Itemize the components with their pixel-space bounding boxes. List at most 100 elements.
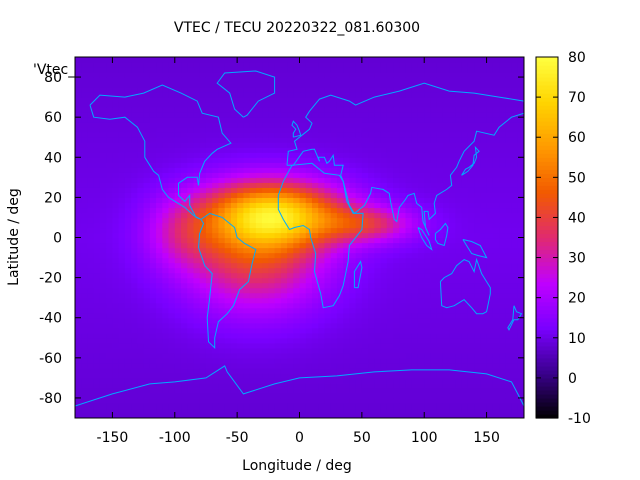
heatmap-cell [218, 252, 226, 259]
heatmap-cell [417, 362, 425, 369]
heatmap-cell [374, 147, 382, 153]
heatmap-cell [287, 87, 294, 93]
heatmap-cell [455, 262, 463, 269]
heatmap-cell [193, 362, 201, 369]
heatmap-cell [193, 157, 201, 163]
heatmap-cell [75, 72, 82, 78]
heatmap-cell [449, 92, 457, 98]
heatmap-cell [405, 107, 413, 113]
heatmap-cell [349, 152, 357, 158]
heatmap-cell [87, 402, 95, 409]
heatmap-cell [336, 302, 344, 309]
heatmap-cell [224, 277, 232, 284]
heatmap-cell [112, 332, 120, 339]
heatmap-cell [324, 267, 332, 274]
heatmap-cell [156, 122, 163, 128]
heatmap-cell [486, 367, 494, 374]
heatmap-cell [181, 337, 188, 344]
heatmap-cell [411, 137, 419, 143]
heatmap-cell [467, 337, 475, 344]
heatmap-cell [517, 377, 524, 384]
heatmap-cell [181, 372, 188, 379]
heatmap-cell [249, 397, 257, 404]
heatmap-cell [330, 337, 338, 344]
heatmap-cell [193, 327, 201, 334]
heatmap-cell [262, 107, 269, 113]
heatmap-cell [355, 302, 363, 309]
heatmap-cell [474, 317, 481, 324]
heatmap-cell [99, 182, 107, 188]
heatmap-cell [205, 402, 213, 409]
heatmap-cell [181, 412, 188, 418]
heatmap-cell [430, 377, 438, 384]
heatmap-cell [218, 172, 226, 178]
heatmap-cell [442, 127, 450, 133]
heatmap-cell [274, 182, 282, 188]
heatmap-cell [368, 167, 375, 173]
heatmap-cell [193, 197, 201, 203]
heatmap-cell [343, 332, 350, 339]
heatmap-cell [137, 202, 145, 209]
heatmap-cell [255, 347, 263, 354]
heatmap-cell [442, 302, 450, 309]
heatmap-cell [505, 232, 513, 239]
heatmap-cell [118, 247, 126, 254]
heatmap-cell [255, 212, 263, 219]
heatmap-cell [193, 112, 201, 118]
heatmap-cell [99, 332, 107, 339]
heatmap-cell [374, 167, 382, 173]
heatmap-cell [492, 257, 500, 264]
heatmap-cell [75, 147, 82, 153]
heatmap-cell [124, 107, 132, 113]
heatmap-cell [318, 377, 326, 384]
heatmap-cell [311, 227, 319, 234]
heatmap-cell [430, 327, 438, 334]
heatmap-cell [112, 122, 120, 128]
heatmap-cell [368, 277, 375, 284]
heatmap-cell [499, 112, 506, 118]
heatmap-cell [486, 312, 494, 319]
heatmap-cell [131, 312, 138, 319]
heatmap-cell [287, 397, 294, 404]
heatmap-cell [461, 102, 469, 108]
heatmap-cell [305, 247, 313, 254]
heatmap-cell [417, 117, 425, 123]
heatmap-cell [255, 207, 263, 214]
heatmap-cell [442, 77, 450, 83]
heatmap-cell [411, 342, 419, 349]
heatmap-cell [106, 132, 114, 138]
heatmap-cell [318, 177, 326, 183]
heatmap-cell [399, 352, 407, 359]
heatmap-cell [511, 242, 519, 249]
heatmap-cell [430, 287, 438, 294]
heatmap-cell [168, 182, 176, 188]
heatmap-cell [380, 412, 388, 418]
heatmap-cell [93, 107, 101, 113]
heatmap-cell [230, 67, 238, 73]
heatmap-cell [449, 377, 457, 384]
heatmap-cell [93, 267, 101, 274]
heatmap-cell [99, 387, 107, 394]
heatmap-cell [355, 252, 363, 259]
heatmap-cell [442, 197, 450, 203]
heatmap-cell [368, 197, 375, 203]
heatmap-cell [156, 277, 163, 284]
heatmap-cell [87, 162, 95, 168]
heatmap-cell [318, 112, 326, 118]
heatmap-cell [287, 282, 294, 289]
heatmap-cell [386, 182, 394, 188]
heatmap-cell [417, 122, 425, 128]
heatmap-cell [511, 122, 519, 128]
heatmap-cell [187, 242, 195, 249]
heatmap-cell [386, 232, 394, 239]
heatmap-cell [149, 122, 157, 128]
heatmap-cell [162, 397, 170, 404]
heatmap-cell [212, 237, 220, 244]
heatmap-cell [399, 197, 407, 203]
heatmap-cell [205, 102, 213, 108]
heatmap-cell [355, 132, 363, 138]
heatmap-cell [118, 267, 126, 274]
heatmap-cell [405, 132, 413, 138]
heatmap-cell [299, 387, 307, 394]
heatmap-cell [480, 247, 488, 254]
